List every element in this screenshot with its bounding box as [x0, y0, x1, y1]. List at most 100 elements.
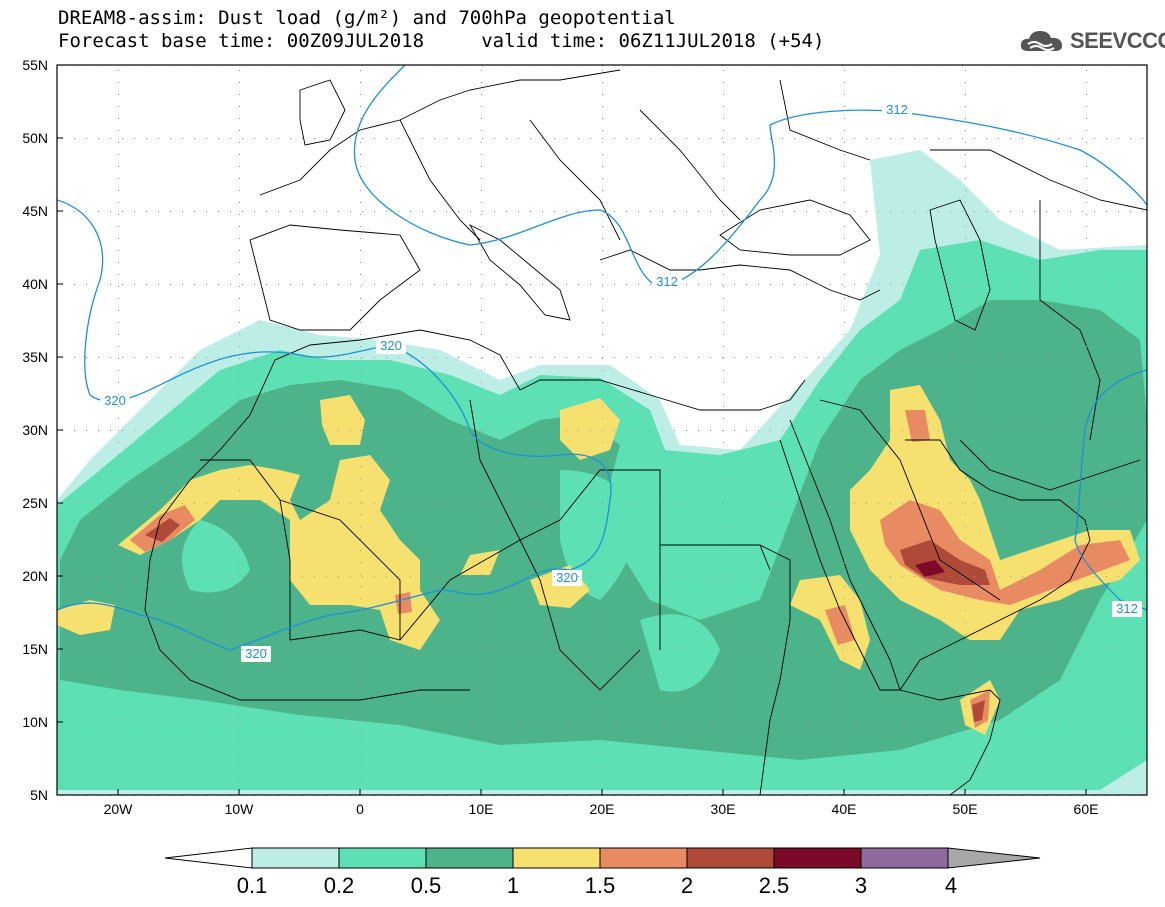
graticule-dot	[1086, 214, 1087, 215]
graticule-dot	[242, 722, 243, 723]
graticule-dot	[986, 138, 987, 139]
graticule-dot	[806, 503, 807, 504]
graticule-dot	[746, 722, 747, 723]
graticule-dot	[118, 274, 119, 275]
graticule-dot	[878, 138, 879, 139]
graticule-dot	[481, 466, 482, 467]
graticule-dot	[386, 211, 387, 212]
graticule-dot	[86, 430, 87, 431]
graticule-dot	[1086, 754, 1087, 755]
graticule-dot	[1022, 284, 1023, 285]
graticule-dot	[1086, 202, 1087, 203]
graticule-dot	[410, 284, 411, 285]
graticule-dot	[723, 478, 724, 479]
graticule-dot	[338, 722, 339, 723]
graticule-dot	[446, 138, 447, 139]
graticule-dot	[844, 562, 845, 563]
graticule-dot	[362, 649, 363, 650]
colorbar-swatch	[686, 847, 775, 869]
graticule-dot	[1130, 503, 1131, 504]
graticule-dot	[602, 82, 603, 83]
lon-label: 30E	[711, 801, 736, 817]
graticule-dot	[1022, 576, 1023, 577]
graticule-dot	[965, 442, 966, 443]
graticule-dot	[965, 382, 966, 383]
graticule-dot	[965, 706, 966, 707]
graticule-dot	[782, 357, 783, 358]
colorbar-swatch	[251, 847, 340, 869]
graticule-dot	[890, 211, 891, 212]
graticule-dot	[481, 166, 482, 167]
graticule-dot	[470, 722, 471, 723]
graticule-dot	[844, 238, 845, 239]
graticule-dot	[723, 262, 724, 263]
graticule-dot	[434, 211, 435, 212]
graticule-dot	[118, 142, 119, 143]
graticule-dot	[1070, 357, 1071, 358]
graticule-dot	[974, 576, 975, 577]
graticule-dot	[118, 346, 119, 347]
graticule-dot	[602, 610, 603, 611]
graticule-dot	[854, 576, 855, 577]
graticule-dot	[844, 142, 845, 143]
graticule-dot	[98, 284, 99, 285]
graticule-dot	[965, 394, 966, 395]
graticule-dot	[360, 178, 361, 179]
colorbar-label: 0.5	[411, 873, 442, 898]
graticule-dot	[844, 358, 845, 359]
graticule-dot	[1094, 649, 1095, 650]
graticule-dot	[182, 722, 183, 723]
graticule-dot	[206, 211, 207, 212]
graticule-dot	[746, 284, 747, 285]
graticule-dot	[481, 682, 482, 683]
graticule-dot	[794, 357, 795, 358]
graticule-dot	[674, 211, 675, 212]
graticule-dot	[844, 502, 845, 503]
graticule-dot	[844, 166, 845, 167]
graticule-dot	[1086, 178, 1087, 179]
graticule-dot	[602, 130, 603, 131]
graticule-dot	[842, 430, 843, 431]
graticule-dot	[362, 211, 363, 212]
graticule-dot	[350, 284, 351, 285]
graticule-dot	[74, 284, 75, 285]
graticule-dot	[722, 576, 723, 577]
graticule-dot	[1094, 138, 1095, 139]
graticule-dot	[1034, 357, 1035, 358]
graticule-dot	[360, 130, 361, 131]
graticule-dot	[422, 430, 423, 431]
graticule-dot	[170, 284, 171, 285]
graticule-dot	[998, 576, 999, 577]
graticule-dot	[481, 502, 482, 503]
graticule-dot	[806, 576, 807, 577]
graticule-dot	[481, 250, 482, 251]
graticule-dot	[482, 430, 483, 431]
graticule-dot	[844, 346, 845, 347]
graticule-dot	[422, 211, 423, 212]
graticule-dot	[734, 138, 735, 139]
graticule-dot	[278, 211, 279, 212]
graticule-dot	[965, 586, 966, 587]
graticule-dot	[239, 286, 240, 287]
graticule-dot	[110, 722, 111, 723]
graticule-dot	[266, 576, 267, 577]
graticule-dot	[74, 649, 75, 650]
graticule-dot	[1118, 722, 1119, 723]
graticule-dot	[98, 430, 99, 431]
graticule-dot	[239, 454, 240, 455]
graticule-dot	[206, 722, 207, 723]
graticule-dot	[134, 211, 135, 212]
graticule-dot	[782, 503, 783, 504]
colorbar-swatch	[599, 847, 688, 869]
graticule-dot	[458, 503, 459, 504]
graticule-dot	[302, 649, 303, 650]
graticule-dot	[118, 766, 119, 767]
graticule-dot	[578, 138, 579, 139]
graticule-dot	[218, 138, 219, 139]
graticule-dot	[770, 357, 771, 358]
graticule-dot	[770, 138, 771, 139]
graticule-dot	[965, 310, 966, 311]
graticule-dot	[494, 722, 495, 723]
graticule-dot	[518, 138, 519, 139]
graticule-dot	[844, 490, 845, 491]
